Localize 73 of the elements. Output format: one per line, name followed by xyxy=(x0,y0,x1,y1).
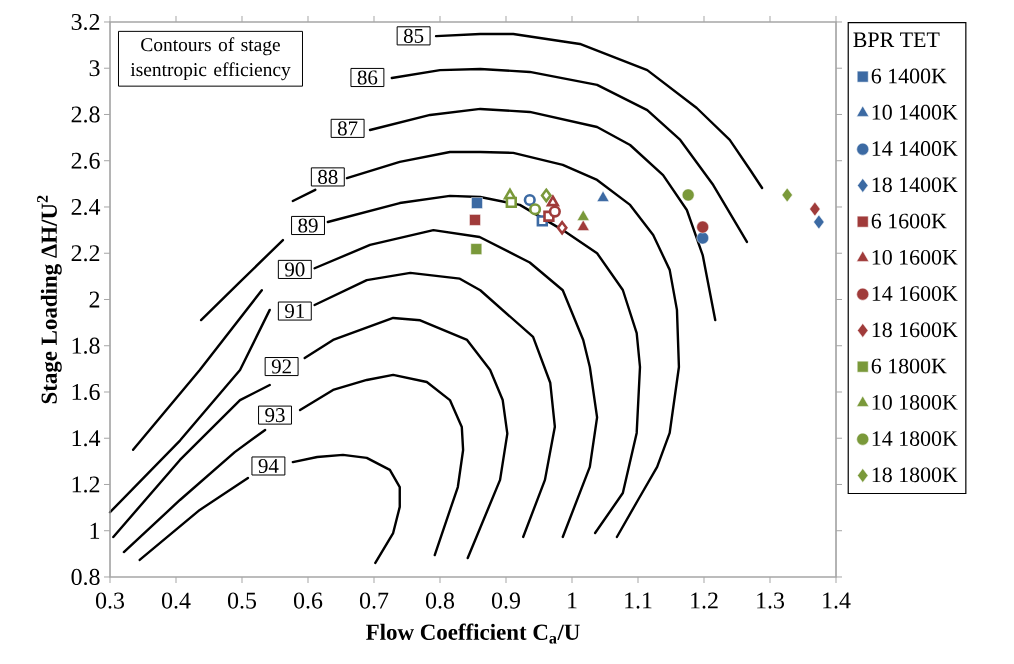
point xyxy=(809,201,821,217)
x-axis-title: Flow Coefficient C$_{a}$/U xyxy=(366,623,580,644)
point xyxy=(540,188,552,203)
x-tick-label: 1.4 xyxy=(823,592,851,609)
y-tick-label: 1.2 xyxy=(72,476,100,493)
point xyxy=(528,203,542,216)
annotation: Contours of stage isentropic efficiency xyxy=(130,37,291,81)
annotation: 87 xyxy=(337,121,358,136)
x-tick-label: 0.7 xyxy=(359,592,389,609)
x-tick-label: 0.9 xyxy=(491,592,520,609)
point xyxy=(469,214,481,226)
x-tick-label: 0.6 xyxy=(293,592,323,609)
x-tick-label: 1.2 xyxy=(691,592,718,609)
annotation: 93 xyxy=(265,408,285,423)
legend-label: 6 1600K xyxy=(871,213,947,229)
y-tick-label: 2.2 xyxy=(71,245,100,262)
point xyxy=(523,193,536,207)
legend-title: BPR TET xyxy=(853,32,940,47)
x-tick-label: 0.8 xyxy=(425,592,455,609)
legend-label: 10 1400K xyxy=(872,104,958,120)
x-tick-label: 1 xyxy=(568,592,577,609)
annotation: 89 xyxy=(298,218,318,233)
legend-label: 6 1800K xyxy=(871,358,947,374)
y-tick-label: 3.2 xyxy=(71,13,100,31)
x-tick-label: 0.3 xyxy=(95,592,125,609)
annotation: 88 xyxy=(318,169,338,184)
x-tick-label: 1.1 xyxy=(625,592,652,609)
line-series xyxy=(368,107,717,322)
y-tick-label: 1.8 xyxy=(72,337,100,354)
legend-label: 14 1800K xyxy=(872,431,958,446)
legend-label: 14 1600K xyxy=(872,286,958,301)
point xyxy=(576,219,590,231)
y-tick-label: 3 xyxy=(89,60,100,77)
point xyxy=(505,196,517,209)
annotation: 91 xyxy=(285,304,305,319)
point xyxy=(576,209,590,221)
annotation: 92 xyxy=(271,359,291,374)
y-tick-label: 2.4 xyxy=(71,198,101,216)
annotation: 90 xyxy=(285,262,305,277)
point xyxy=(471,197,483,209)
legend-label: 18 1400K xyxy=(872,177,958,193)
legend-label: 10 1800K xyxy=(872,394,958,410)
y-tick-label: 1.6 xyxy=(72,383,100,401)
point xyxy=(781,187,793,203)
y-tick-label: 0.8 xyxy=(71,568,100,586)
point xyxy=(556,220,568,235)
legend-label: 14 1400K xyxy=(872,141,958,156)
line-series xyxy=(434,32,764,190)
legend-label: 10 1600K xyxy=(872,249,958,265)
y-tick-label: 1 xyxy=(90,522,100,539)
y-tick-label: 1.4 xyxy=(72,430,101,447)
legend-label: 6 1400K xyxy=(871,68,947,84)
annotation: 86 xyxy=(357,70,378,85)
line-series xyxy=(390,67,749,244)
annotation: 85 xyxy=(403,28,424,43)
annotation: 94 xyxy=(258,458,279,474)
point xyxy=(696,231,709,245)
point xyxy=(470,243,483,255)
point xyxy=(548,205,561,218)
point xyxy=(546,195,560,207)
point xyxy=(696,220,709,234)
y-tick-label: 2 xyxy=(89,291,100,308)
legend-label: 18 1800K xyxy=(872,467,958,483)
legend-label: 18 1600K xyxy=(872,322,958,338)
x-tick-label: 0.5 xyxy=(227,592,257,609)
point xyxy=(681,188,695,202)
x-tick-label: 1.3 xyxy=(757,592,785,609)
point xyxy=(813,214,825,230)
x-tick-label: 0.4 xyxy=(161,592,191,609)
y-tick-label: 2.6 xyxy=(71,152,100,169)
y-axis-title: Stage Loading ΔH/U$^{2}$ xyxy=(37,195,62,404)
point xyxy=(596,190,610,202)
y-tick-label: 2.8 xyxy=(71,106,100,123)
